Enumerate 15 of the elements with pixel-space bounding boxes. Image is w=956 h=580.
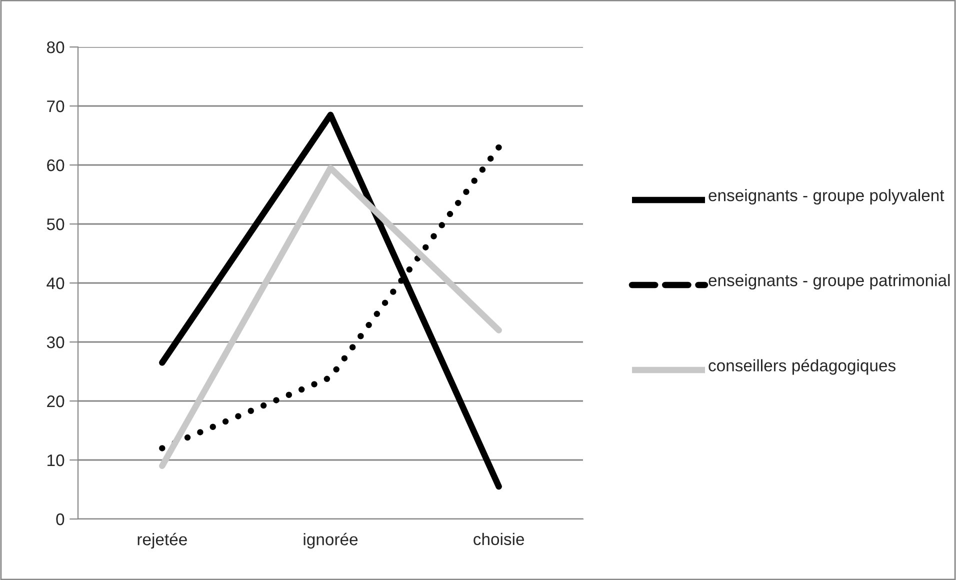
y-tick-label: 60 [47, 159, 64, 172]
x-tick-label: ignorée [304, 532, 358, 549]
y-tick-label: 40 [46, 277, 64, 290]
x-tick-label: choisie [474, 532, 524, 546]
legend-label: conseillers pédagogiques [708, 359, 896, 375]
x-tick-label: rejetée [138, 532, 187, 549]
y-tick-label: 50 [46, 218, 64, 230]
y-tick-label: 0 [56, 513, 64, 526]
legend-label: enseignants - groupe polyvalent [708, 189, 944, 205]
y-tick-label: 10 [48, 454, 64, 466]
y-tick-label: 20 [47, 395, 64, 408]
legend-label: enseignants - groupe patrimonial [708, 274, 950, 290]
y-tick-label: 80 [46, 41, 64, 54]
y-tick-label: 30 [46, 336, 64, 348]
y-tick-label: 70 [47, 100, 64, 112]
